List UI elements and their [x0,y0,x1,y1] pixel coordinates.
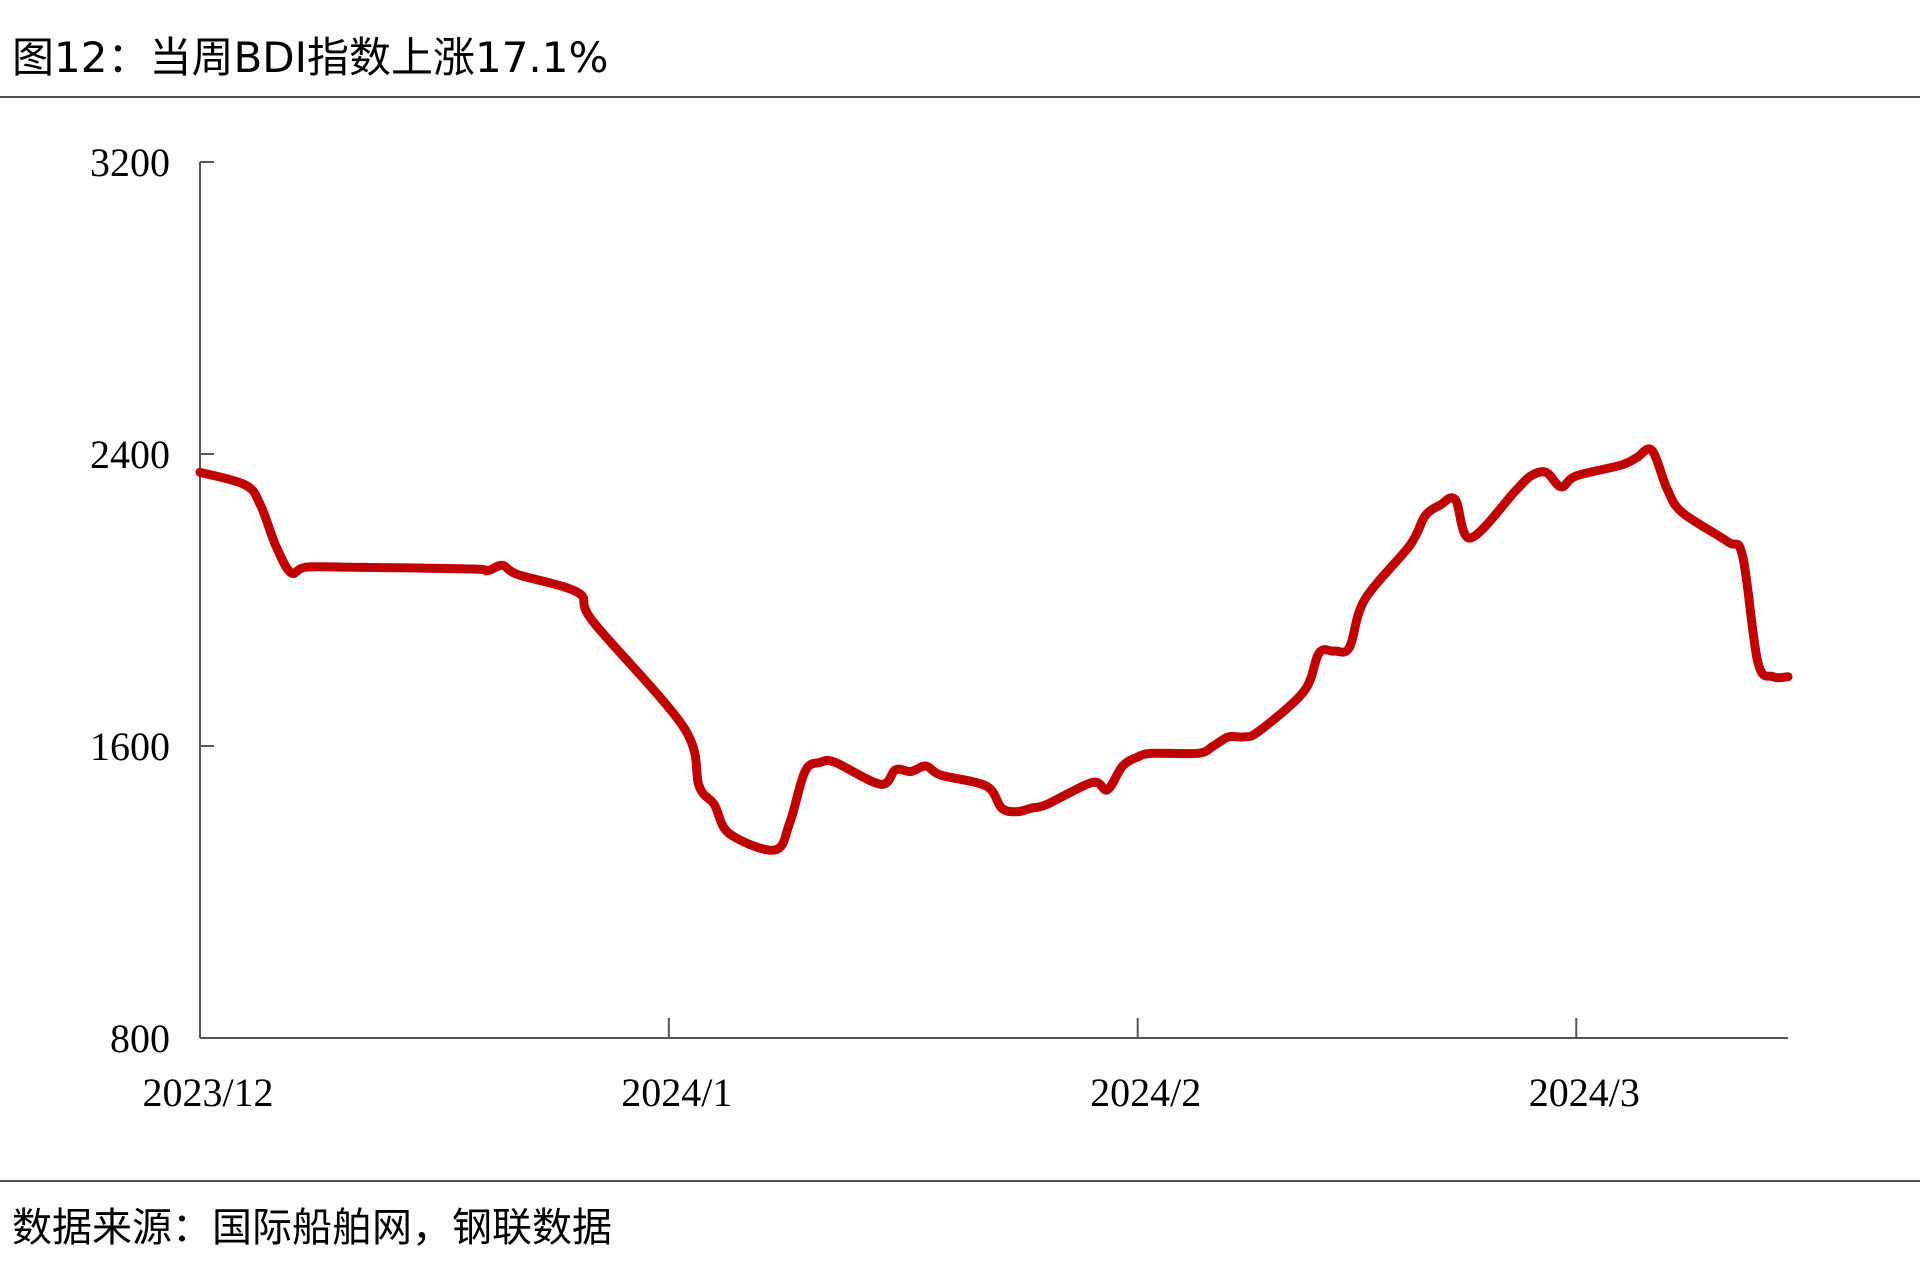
x-axis-ticks: 2023/12 2024/1 2024/2 2024/3 [142,1018,1640,1115]
x-tick-label: 2024/2 [1090,1070,1201,1115]
bdi-series-line [195,444,1793,855]
y-tick-label: 3200 [90,140,170,185]
bottom-divider [0,1180,1920,1182]
y-tick-label: 800 [110,1016,170,1061]
chart-title: 图12：当周BDI指数上涨17.1% [12,33,609,82]
x-tick-label: 2024/3 [1529,1070,1640,1115]
y-tick-label: 2400 [90,432,170,477]
chart-axes [199,162,1788,1039]
data-source-note: 数据来源：国际船舶网，钢联数据 [12,1205,612,1251]
x-tick-label: 2023/12 [142,1070,273,1115]
y-tick-label: 1600 [90,724,170,769]
top-divider [0,96,1920,98]
y-axis-ticks: 800 1600 2400 3200 [90,140,214,1061]
x-tick-label: 2024/1 [621,1070,732,1115]
